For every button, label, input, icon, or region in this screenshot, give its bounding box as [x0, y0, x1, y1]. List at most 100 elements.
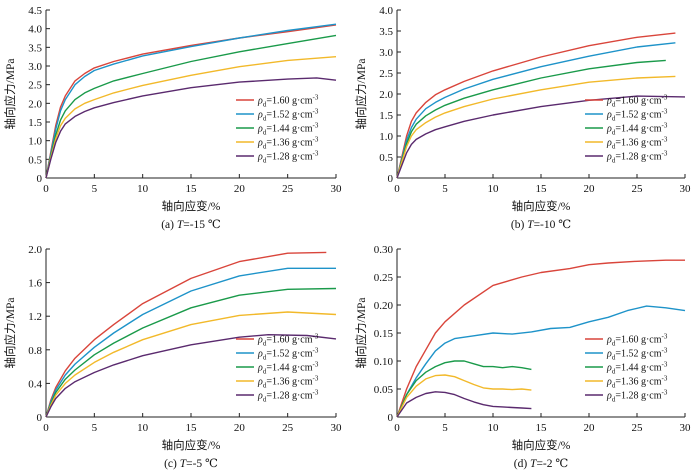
- y-tick-label: 1.6: [28, 278, 42, 290]
- y-tick-label: 4.0: [379, 5, 393, 17]
- x-tick-label: 15: [186, 183, 198, 195]
- x-tick-label: 25: [282, 183, 294, 195]
- series-line-1: [45, 267, 336, 418]
- legend-entry: ρd=1.44 g·cm-3: [606, 361, 668, 376]
- x-tick-label: 5: [92, 183, 98, 195]
- legend-entry: ρd=1.52 g·cm-3: [606, 347, 668, 362]
- x-tick-label: 20: [234, 183, 246, 195]
- legend-entry: ρd=1.28 g·cm-3: [257, 389, 319, 404]
- series-line-0: [396, 32, 676, 179]
- x-tick-label: 0: [43, 183, 49, 195]
- y-tick-label: 2.5: [379, 68, 393, 80]
- x-tick-label: 10: [137, 183, 149, 195]
- x-tick-label: 25: [632, 183, 644, 195]
- legend-entry: ρd=1.60 g·cm-3: [606, 333, 668, 348]
- legend-entry: ρd=1.28 g·cm-3: [257, 150, 319, 165]
- x-tick-label: 15: [536, 183, 548, 195]
- x-tick-label: 25: [282, 422, 294, 434]
- x-tick-label: 25: [632, 422, 644, 434]
- series-line-2: [45, 34, 337, 179]
- x-tick-label: 30: [680, 183, 692, 195]
- x-axis-title: 轴向应变/%: [162, 199, 221, 213]
- legend: ρd=1.60 g·cm-3ρd=1.52 g·cm-3ρd=1.44 g·cm…: [585, 333, 668, 404]
- x-tick-label: 5: [442, 422, 448, 434]
- chart-panel-2: 0 5 10 15 20 25 30 0 0.4 0.8 1.2 1.6 2.0 轴向应变/% 轴向应力/M…: [3, 244, 342, 470]
- y-tick-label: 2.0: [28, 98, 42, 110]
- legend-entry: ρd=1.52 g·cm-3: [257, 347, 319, 362]
- panel-caption: (b) T=-10 ℃: [511, 219, 571, 231]
- y-tick-label: 0.15: [374, 328, 394, 340]
- legend-entry: ρd=1.60 g·cm-3: [606, 94, 668, 109]
- x-tick-label: 20: [234, 422, 246, 434]
- y-tick-label: 4.0: [28, 24, 42, 36]
- x-tick-label: 30: [331, 422, 343, 434]
- y-tick-label: 0: [37, 173, 43, 185]
- legend-entry: ρd=1.36 g·cm-3: [606, 375, 668, 390]
- panel-caption: (c) T=-5 ℃: [164, 458, 218, 470]
- legend-entry: ρd=1.36 g·cm-3: [257, 136, 319, 151]
- y-axis-title: 轴向应力/MPa: [3, 298, 17, 369]
- y-tick-label: 0.8: [28, 345, 42, 357]
- x-tick-label: 30: [680, 422, 692, 434]
- legend-entry: ρd=1.28 g·cm-3: [606, 150, 668, 165]
- y-tick-label: 3.0: [379, 47, 393, 59]
- x-tick-label: 10: [488, 422, 500, 434]
- x-tick-label: 0: [394, 422, 400, 434]
- x-tick-label: 0: [394, 183, 400, 195]
- legend-entry: ρd=1.36 g·cm-3: [606, 136, 668, 151]
- y-tick-label: 0: [388, 412, 394, 424]
- y-tick-label: 2.0: [28, 244, 42, 256]
- series-line-1: [45, 23, 337, 179]
- y-axis-title: 轴向应力/MPa: [354, 59, 368, 130]
- series-line-1: [396, 42, 676, 179]
- y-tick-label: 2.5: [28, 80, 42, 92]
- x-axis-title: 轴向应变/%: [512, 199, 571, 213]
- y-tick-label: 0.4: [28, 378, 42, 390]
- y-tick-label: 0.05: [374, 384, 394, 396]
- legend: ρd=1.60 g·cm-3ρd=1.52 g·cm-3ρd=1.44 g·cm…: [236, 333, 319, 404]
- legend-entry: ρd=1.28 g·cm-3: [606, 389, 668, 404]
- y-tick-label: 3.5: [28, 42, 42, 54]
- series-line-2: [45, 287, 337, 418]
- y-tick-label: 0.5: [28, 154, 42, 166]
- y-tick-label: 0: [388, 173, 394, 185]
- series-line-4: [45, 77, 337, 179]
- series-line-1: [396, 305, 686, 418]
- y-tick-label: 0.20: [374, 300, 394, 312]
- x-tick-label: 15: [536, 422, 548, 434]
- panel-caption: (d) T=-2 ℃: [514, 458, 569, 470]
- y-tick-label: 0.10: [374, 356, 394, 368]
- series-line-3: [396, 374, 532, 418]
- series-line-3: [45, 56, 337, 179]
- y-tick-label: 1.2: [28, 311, 42, 323]
- x-axis-title: 轴向应变/%: [512, 438, 571, 452]
- y-tick-label: 1.0: [28, 136, 42, 148]
- series-line-4: [45, 334, 337, 418]
- y-tick-label: 1.0: [379, 131, 393, 143]
- x-tick-label: 10: [488, 183, 500, 195]
- x-tick-label: 5: [442, 183, 448, 195]
- panel-caption: (a) T=-15 ℃: [161, 219, 221, 231]
- legend-entry: ρd=1.52 g·cm-3: [257, 108, 319, 123]
- legend-entry: ρd=1.52 g·cm-3: [606, 108, 668, 123]
- y-tick-label: 3.0: [28, 61, 42, 73]
- series-line-3: [45, 311, 337, 418]
- y-tick-label: 0.25: [374, 272, 394, 284]
- legend: ρd=1.60 g·cm-3ρd=1.52 g·cm-3ρd=1.44 g·cm…: [585, 94, 668, 165]
- y-tick-label: 2.0: [379, 89, 393, 101]
- series-line-4: [396, 391, 532, 418]
- y-tick-label: 0: [37, 412, 43, 424]
- y-tick-label: 1.5: [379, 110, 393, 122]
- x-axis-title: 轴向应变/%: [162, 438, 221, 452]
- chart-panel-0: 0 5 10 15 20 25 30 0 0.5 1.0 1.5 2.0 2.5 3.0 3.5 4.0 4.5…: [3, 5, 342, 231]
- x-tick-label: 10: [137, 422, 149, 434]
- series-line-2: [396, 360, 532, 418]
- x-tick-label: 20: [584, 183, 596, 195]
- y-axis-title: 轴向应力/MPa: [354, 298, 368, 369]
- legend-entry: ρd=1.44 g·cm-3: [257, 122, 319, 137]
- legend-entry: ρd=1.44 g·cm-3: [606, 122, 668, 137]
- legend-entry: ρd=1.36 g·cm-3: [257, 375, 319, 390]
- y-tick-label: 1.5: [28, 117, 42, 129]
- chart-panel-3: 0 5 10 15 20 25 30 0 0.05 0.10 0.15 0.20 0.25 0.30 轴向应…: [354, 244, 691, 470]
